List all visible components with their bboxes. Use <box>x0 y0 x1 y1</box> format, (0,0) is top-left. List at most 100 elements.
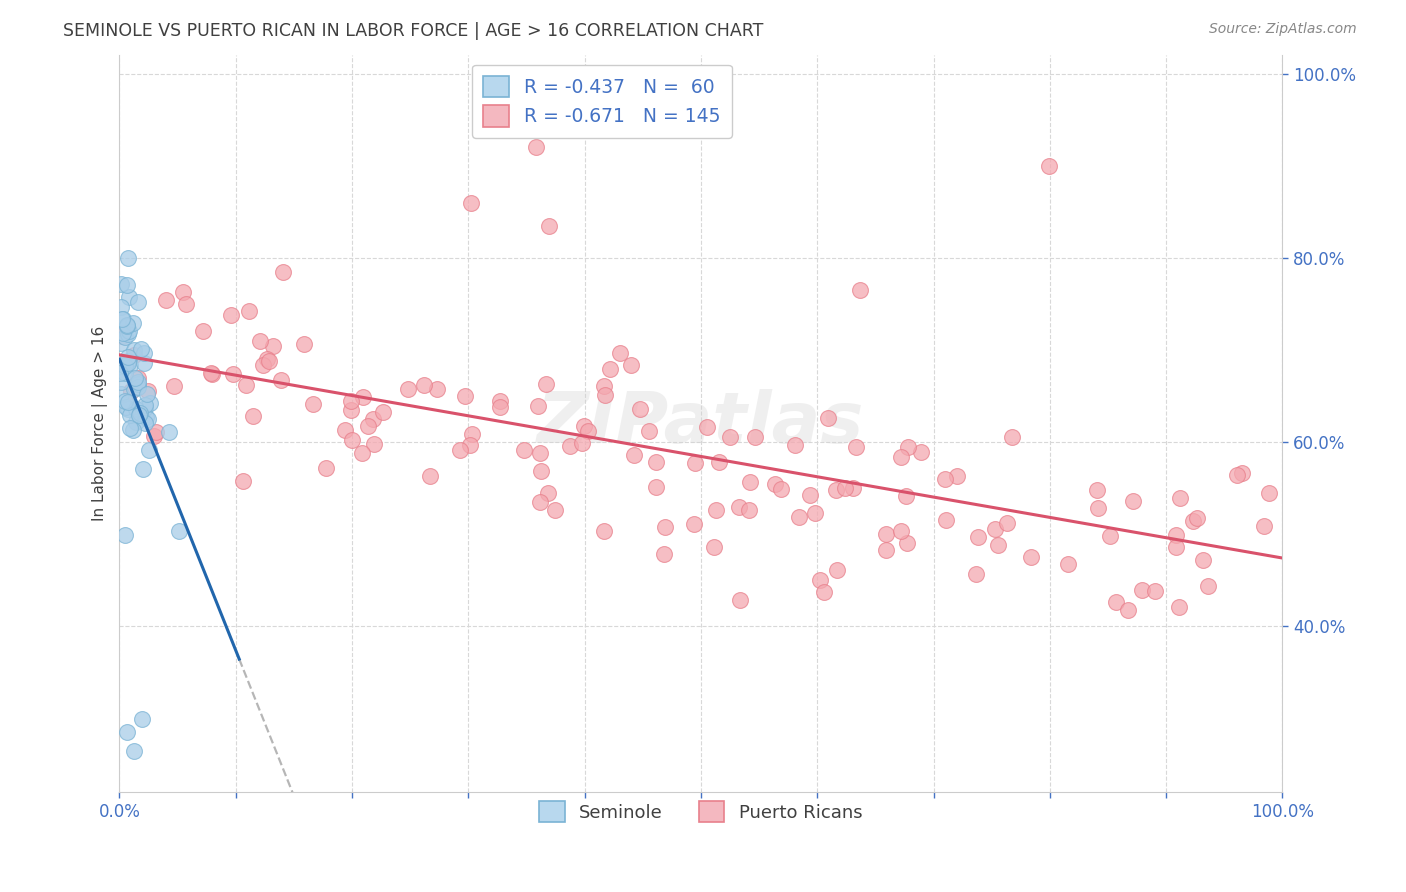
Point <box>125 402 148 417</box>
Point <box>1116 603 1139 617</box>
Point <box>124 371 146 385</box>
Point <box>117 356 139 370</box>
Point <box>270 373 292 387</box>
Point <box>136 384 159 399</box>
Point <box>946 469 969 483</box>
Point <box>623 448 645 462</box>
Point <box>538 219 561 233</box>
Point <box>1057 557 1080 571</box>
Point <box>257 354 280 368</box>
Point <box>897 440 920 454</box>
Point <box>744 430 766 444</box>
Point <box>987 538 1010 552</box>
Y-axis label: In Labor Force | Age > 16: In Labor Force | Age > 16 <box>93 326 108 521</box>
Point <box>738 503 761 517</box>
Point <box>696 419 718 434</box>
Point <box>628 402 651 417</box>
Point <box>302 397 325 411</box>
Point <box>419 469 441 483</box>
Point <box>728 593 751 607</box>
Point <box>396 382 419 396</box>
Point <box>127 380 149 394</box>
Point <box>114 330 136 344</box>
Point <box>174 297 197 311</box>
Point <box>703 541 725 555</box>
Point <box>127 295 149 310</box>
Point <box>134 401 156 416</box>
Point <box>352 446 374 460</box>
Point <box>593 388 616 402</box>
Point <box>1122 494 1144 508</box>
Point <box>157 425 180 439</box>
Point <box>115 725 138 739</box>
Point <box>131 462 153 476</box>
Point <box>163 379 186 393</box>
Point <box>115 319 138 334</box>
Point <box>201 367 224 381</box>
Point <box>1144 583 1167 598</box>
Point <box>740 475 762 489</box>
Point <box>111 326 134 340</box>
Point <box>896 536 918 550</box>
Point <box>824 483 846 497</box>
Point <box>118 421 141 435</box>
Point <box>875 527 897 541</box>
Point <box>138 395 160 409</box>
Point <box>1187 511 1209 525</box>
Point <box>728 500 751 515</box>
Point <box>599 362 621 376</box>
Point <box>890 524 912 538</box>
Point <box>118 324 141 338</box>
Point <box>965 566 987 581</box>
Point <box>593 379 616 393</box>
Point <box>110 387 132 401</box>
Point <box>252 359 274 373</box>
Point <box>890 450 912 464</box>
Point <box>813 585 835 599</box>
Point <box>460 195 482 210</box>
Point <box>530 464 553 478</box>
Point <box>136 412 159 426</box>
Point <box>544 503 567 517</box>
Point <box>1130 582 1153 597</box>
Point <box>138 443 160 458</box>
Point <box>120 384 142 399</box>
Point <box>1258 485 1281 500</box>
Point <box>118 290 141 304</box>
Text: SEMINOLE VS PUERTO RICAN IN LABOR FORCE | AGE > 16 CORRELATION CHART: SEMINOLE VS PUERTO RICAN IN LABOR FORCE … <box>63 22 763 40</box>
Point <box>654 519 676 533</box>
Point <box>127 376 149 391</box>
Point <box>769 482 792 496</box>
Point <box>834 482 856 496</box>
Point <box>808 573 831 587</box>
Point <box>638 425 661 439</box>
Point <box>1181 514 1204 528</box>
Point <box>117 401 139 416</box>
Point <box>335 423 357 437</box>
Text: Source: ZipAtlas.com: Source: ZipAtlas.com <box>1209 22 1357 37</box>
Point <box>114 400 136 414</box>
Point <box>122 382 145 396</box>
Point <box>114 528 136 542</box>
Point <box>363 412 385 426</box>
Point <box>683 516 706 531</box>
Point <box>145 425 167 440</box>
Point <box>787 510 810 524</box>
Point <box>167 524 190 539</box>
Point <box>574 418 596 433</box>
Point <box>155 293 177 308</box>
Point <box>129 342 152 356</box>
Point <box>110 277 132 291</box>
Point <box>527 399 550 413</box>
Point <box>1253 519 1275 533</box>
Point <box>124 349 146 363</box>
Point <box>935 513 957 527</box>
Point <box>136 387 159 401</box>
Point <box>426 383 449 397</box>
Point <box>342 433 364 447</box>
Point <box>219 309 242 323</box>
Point <box>558 439 581 453</box>
Point <box>110 366 132 380</box>
Point <box>910 445 932 459</box>
Point <box>529 495 551 509</box>
